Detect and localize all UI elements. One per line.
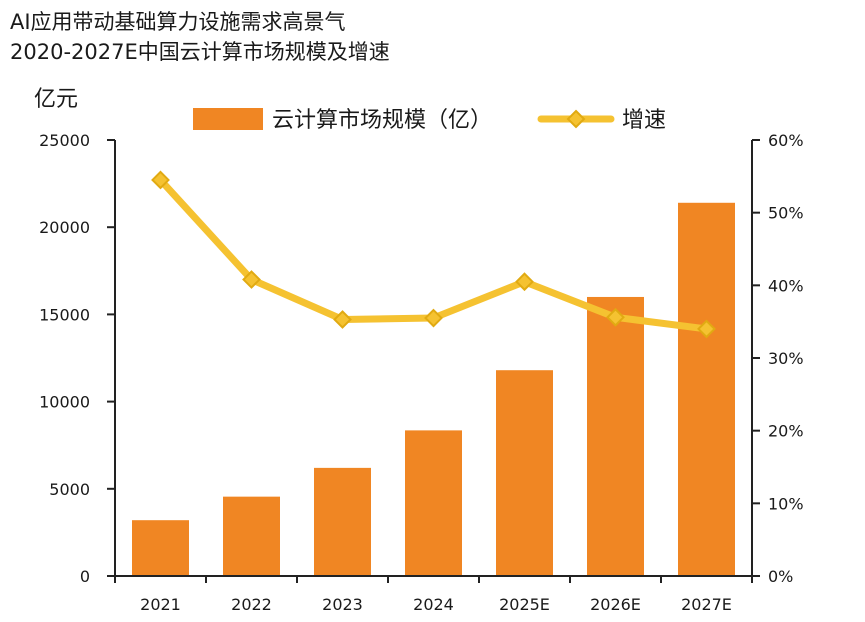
legend-bar-swatch bbox=[193, 108, 263, 130]
y-tick-label: 5000 bbox=[49, 480, 90, 499]
bar-2027E bbox=[678, 202, 735, 576]
y-tick-label: 15000 bbox=[39, 305, 90, 324]
y-tick-label: 25000 bbox=[39, 131, 90, 150]
y-axis-unit: 亿元 bbox=[34, 87, 78, 112]
growth-point-2026E bbox=[606, 307, 625, 327]
x-tick-label: 2027E bbox=[681, 595, 732, 614]
bar-2022 bbox=[223, 496, 280, 576]
legend-line-label: 增速 bbox=[622, 108, 666, 133]
bar-2021 bbox=[132, 520, 189, 576]
y-tick-label: 10000 bbox=[39, 393, 90, 412]
x-tick-label: 2026E bbox=[590, 595, 641, 614]
growth-point-2023 bbox=[333, 310, 352, 329]
chart-title: AI应用带动基础算力设施需求高景气 bbox=[10, 10, 346, 34]
growth-point-2027E bbox=[697, 319, 716, 339]
x-tick-label: 2023 bbox=[322, 595, 363, 614]
y2-tick-label: 0% bbox=[768, 567, 793, 586]
x-tick-label: 2022 bbox=[231, 595, 272, 614]
legend-line-marker bbox=[566, 109, 586, 129]
y2-tick-label: 50% bbox=[768, 204, 804, 223]
x-tick-label: 2021 bbox=[140, 595, 181, 614]
y2-tick-label: 60% bbox=[768, 131, 804, 150]
growth-point-2021 bbox=[151, 170, 170, 190]
legend-bar-label: 云计算市场规模（亿） bbox=[272, 108, 492, 133]
x-tick-label: 2025E bbox=[499, 595, 550, 614]
growth-point-2024 bbox=[424, 308, 443, 328]
y-tick-label: 0 bbox=[80, 567, 90, 586]
y2-tick-label: 10% bbox=[768, 494, 804, 513]
bar-2023 bbox=[314, 467, 371, 576]
y2-tick-label: 20% bbox=[768, 422, 804, 441]
bar-2024 bbox=[405, 430, 462, 576]
bar-2026E bbox=[587, 296, 644, 576]
y2-tick-label: 40% bbox=[768, 276, 804, 295]
y2-tick-label: 30% bbox=[768, 349, 804, 368]
y-tick-label: 20000 bbox=[39, 218, 90, 237]
growth-point-2022 bbox=[242, 270, 261, 289]
growth-point-2025E bbox=[515, 272, 534, 292]
bar-2025E bbox=[496, 370, 553, 576]
chart-subtitle: 2020-2027E中国云计算市场规模及增速 bbox=[10, 40, 390, 64]
x-tick-label: 2024 bbox=[413, 595, 454, 614]
